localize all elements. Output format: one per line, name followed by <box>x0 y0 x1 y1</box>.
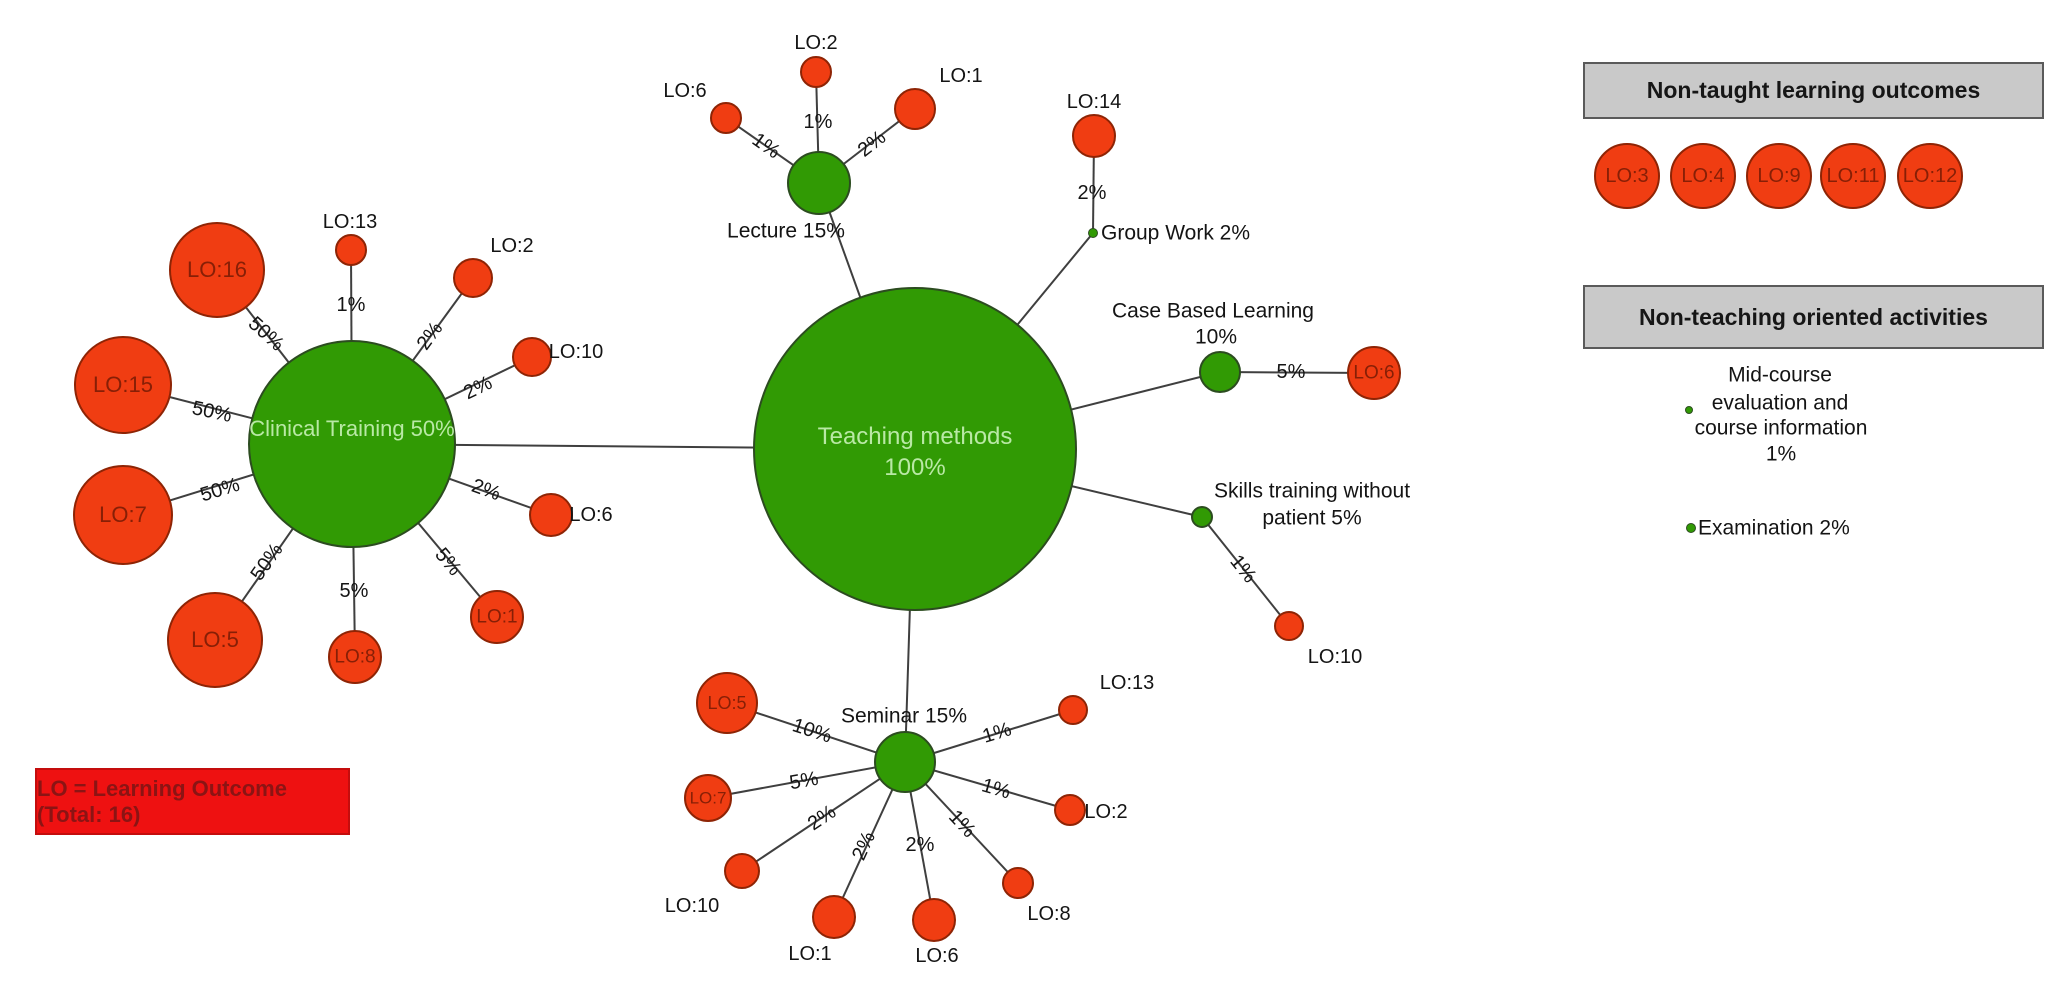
diagram-label: LO:9 <box>1757 165 1801 187</box>
node-teaching <box>753 287 1077 611</box>
node-groupwork <box>1088 228 1098 238</box>
node-seminar <box>874 731 936 793</box>
diagram-label: LO:12 <box>1902 165 1958 187</box>
node-l-lo1 <box>894 88 936 130</box>
diagram-label: LO:2 <box>794 32 838 54</box>
diagram-label: Examination 2% <box>1698 516 1850 540</box>
node-sk-lo10 <box>1274 611 1304 641</box>
node-c-lo1 <box>470 590 524 644</box>
diagram-label: 1% <box>336 294 366 316</box>
node-skills <box>1191 506 1213 528</box>
diagram-label: 100% <box>884 454 946 481</box>
node-s-lo10 <box>724 853 760 889</box>
node-c-lo13 <box>335 234 367 266</box>
diagram-label: LO:11 <box>1826 165 1880 187</box>
node-nt-lo3 <box>1594 143 1660 209</box>
node-c-lo6 <box>529 493 573 537</box>
diagram-label: Clinical Training 50% <box>249 416 455 441</box>
diagram-label: LO:1 <box>476 606 518 628</box>
diagram-label: LO:5 <box>191 627 239 652</box>
diagram-label: 5% <box>1276 361 1306 383</box>
node-exam <box>1686 523 1696 533</box>
diagram-label: LO:6 <box>663 80 707 102</box>
node-midcourse <box>1685 406 1693 414</box>
node-s-lo5 <box>696 672 758 734</box>
node-cbl <box>1199 351 1241 393</box>
diagram-label: LO:6 <box>1353 362 1395 384</box>
diagram-label: patient 5% <box>1262 506 1362 530</box>
diagram-label: Lecture 15% <box>727 219 845 243</box>
diagram-label: LO:6 <box>569 504 613 526</box>
diagram-label: LO:1 <box>788 943 832 965</box>
node-c-lo7 <box>73 465 173 565</box>
diagram-label: LO:7 <box>689 788 727 808</box>
diagram-label: course information <box>1694 416 1868 440</box>
edge-skills-sk-lo10 <box>1201 516 1290 627</box>
diagram-label: LO:10 <box>1307 646 1363 668</box>
edge-seminar-s-lo10 <box>741 761 906 872</box>
diagram-label: Case Based Learning <box>1112 299 1314 323</box>
diagram-label: LO:8 <box>1027 903 1071 925</box>
node-cbl-lo6 <box>1347 346 1401 400</box>
node-s-lo13 <box>1058 695 1088 725</box>
diagram-label: Mid-course <box>1728 363 1832 387</box>
diagram-label: LO:16 <box>187 257 247 282</box>
diagram-label: 10% <box>1194 325 1238 349</box>
node-c-lo10 <box>512 337 552 377</box>
node-s-lo6 <box>912 898 956 942</box>
diagram-label: 2% <box>905 834 935 856</box>
diagram-label: LO:4 <box>1681 165 1725 187</box>
diagram-label: LO:10 <box>664 895 720 917</box>
diagram-label: LO:7 <box>99 502 147 527</box>
diagram-label: 5% <box>339 580 369 602</box>
node-nt-lo4 <box>1670 143 1736 209</box>
diagram-label: Seminar 15% <box>840 704 968 728</box>
lo-legend-box: LO = Learning Outcome (Total: 16) <box>35 768 350 835</box>
node-c-lo5 <box>167 592 263 688</box>
diagram-label: Teaching methods <box>817 423 1013 450</box>
diagram-label: LO:2 <box>490 235 534 257</box>
diagram-label: Skills training without <box>1213 479 1411 503</box>
node-nt-lo9 <box>1746 143 1812 209</box>
diagram-label: LO:15 <box>93 372 153 397</box>
diagram-label: LO:5 <box>707 693 747 713</box>
node-c-lo15 <box>74 336 172 434</box>
node-l-lo6 <box>710 102 742 134</box>
diagram-label: 5% <box>787 767 821 795</box>
node-c-lo8 <box>328 630 382 684</box>
diagram-label: LO:1 <box>939 65 983 87</box>
diagram-label: LO:13 <box>322 211 378 233</box>
edge-seminar-s-lo7 <box>707 761 906 799</box>
node-c-lo2 <box>453 258 493 298</box>
diagram-label: 1% <box>1765 442 1797 466</box>
node-s-lo7 <box>684 774 732 822</box>
diagram-label: LO:13 <box>1099 672 1155 694</box>
node-nt-lo12 <box>1897 143 1963 209</box>
node-s-lo1 <box>812 895 856 939</box>
non-teaching-header: Non-teaching oriented activities <box>1583 285 2044 349</box>
diagram-label: LO:8 <box>334 646 376 668</box>
diagram-label: Group Work 2% <box>1101 221 1250 245</box>
node-s-lo2 <box>1054 794 1086 826</box>
diagram-label: LO:14 <box>1066 91 1122 113</box>
diagram-label: LO:2 <box>1084 801 1128 823</box>
diagram-label: LO:10 <box>548 341 604 363</box>
node-clinical <box>248 340 456 548</box>
node-s-lo8 <box>1002 867 1034 899</box>
node-nt-lo11 <box>1820 143 1886 209</box>
non-taught-header: Non-taught learning outcomes <box>1583 62 2044 119</box>
diagram-label: LO:6 <box>915 945 959 967</box>
diagram-label: 1% <box>803 111 833 133</box>
diagram-label: LO:3 <box>1605 165 1649 187</box>
diagram-label: evaluation and <box>1711 391 1849 415</box>
node-gw-lo14 <box>1072 114 1116 158</box>
node-lecture <box>787 151 851 215</box>
node-l-lo2 <box>800 56 832 88</box>
diagram-label: 2% <box>1077 182 1107 204</box>
node-c-lo16 <box>169 222 265 318</box>
